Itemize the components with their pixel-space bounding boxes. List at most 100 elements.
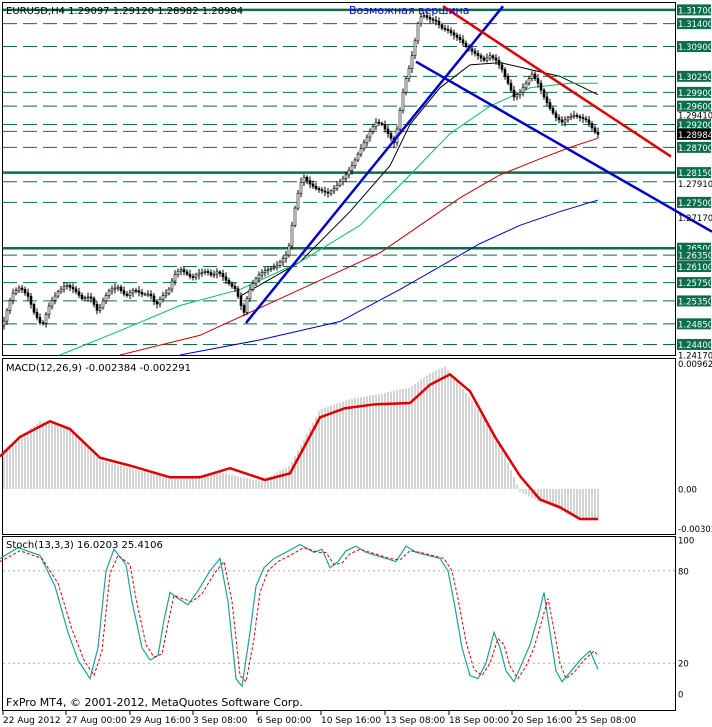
price-label-box	[677, 70, 711, 82]
candle-body	[512, 89, 516, 98]
price-axis: 1.31700 1.31400 1.30900 1.30250 1.29900 1.296…	[677, 4, 712, 701]
price-label-box	[677, 338, 711, 350]
main-chart-frame	[2, 2, 676, 356]
candle-body	[500, 64, 504, 70]
candle-body	[281, 258, 285, 263]
copyright-text: FxPro MT4, © 2001-2012, MetaQuotes Softw…	[6, 696, 303, 709]
stochastic-indicator[interactable]	[0, 543, 675, 688]
price-label-box	[677, 295, 711, 307]
moving-average-red	[119, 137, 599, 356]
stoch-tick-label: 20	[678, 660, 689, 670]
candle-body	[50, 300, 54, 307]
price-tick-label: 1.31700	[678, 6, 712, 16]
candle-body	[518, 92, 522, 95]
stoch-main-line	[0, 543, 599, 688]
time-tick-label: 3 Sep 08:00	[193, 716, 248, 726]
current-price-box	[677, 128, 711, 140]
candle-body	[155, 301, 159, 305]
candle-body	[425, 15, 429, 18]
stoch-signal-line	[0, 547, 599, 683]
candle-body	[419, 16, 423, 24]
candle-body	[365, 136, 369, 144]
price-tick-label: 1.28150	[678, 169, 712, 179]
price-tick-label: 1.29900	[678, 89, 712, 99]
price-label-box	[677, 261, 711, 273]
candle-body	[113, 287, 117, 290]
candle-body	[458, 37, 462, 40]
candle-body	[581, 117, 585, 120]
candle-body	[95, 304, 99, 311]
candle-body	[563, 119, 567, 123]
candle-body	[398, 110, 402, 130]
candle-body	[554, 112, 558, 118]
time-tick-label: 13 Sep 08:00	[385, 716, 445, 726]
candle-body	[530, 73, 534, 79]
price-tick-label: 1.24170	[678, 352, 712, 362]
candle-body	[176, 270, 180, 275]
candle-body	[101, 300, 105, 309]
candle-body	[29, 296, 33, 305]
candle-body	[422, 15, 426, 18]
candle-body	[566, 117, 570, 121]
candle-body	[533, 73, 537, 79]
candle-body	[332, 188, 336, 192]
candle-body	[308, 180, 312, 185]
candle-body	[452, 32, 456, 36]
candle-body	[479, 55, 483, 59]
candle-body	[488, 55, 492, 59]
macd-indicator[interactable]	[0, 366, 599, 521]
candle-body	[32, 304, 36, 313]
candle-body	[191, 276, 195, 278]
candle-body	[53, 295, 57, 301]
candle-body	[344, 174, 348, 179]
trendline-blue	[415, 60, 712, 233]
main-price-chart[interactable]	[2, 5, 712, 356]
candle-body	[320, 189, 324, 192]
candle-body	[506, 76, 510, 84]
price-label-box	[677, 141, 711, 153]
candle-body	[257, 274, 261, 280]
candle-body	[455, 34, 459, 38]
candle-body	[371, 126, 375, 132]
candle-body	[494, 57, 498, 61]
candle-body	[326, 191, 330, 194]
candle-body	[98, 307, 102, 311]
price-tick-label: 1.29200	[678, 121, 712, 131]
price-tick-label: 1.29600	[678, 103, 712, 113]
candle-body	[128, 292, 132, 296]
candle-body	[209, 272, 213, 276]
candle-body	[2, 320, 6, 326]
candle-body	[584, 118, 588, 121]
candle-body	[473, 50, 477, 54]
candle-body	[179, 269, 183, 272]
candle-body	[497, 59, 501, 66]
time-tick-label: 29 Aug 16:00	[130, 716, 191, 726]
candle-body	[536, 78, 540, 84]
candle-body	[206, 271, 210, 273]
candle-body	[245, 298, 249, 313]
macd-header: MACD(12,26,9) -0.002384 -0.002291	[6, 363, 191, 374]
stoch-tick-label: 80	[678, 567, 689, 577]
candle-body	[188, 273, 192, 277]
price-tick-label: 1.26350	[678, 252, 712, 262]
price-tick-label: 1.29410	[678, 111, 712, 121]
macd-panel-frame	[2, 358, 676, 535]
time-tick-label: 10 Sep 16:00	[321, 716, 381, 726]
price-tick-label: 1.27500	[678, 199, 712, 209]
candle-body	[71, 286, 75, 290]
candle-body	[125, 293, 129, 296]
time-tick-label: 27 Aug 00:00	[66, 716, 127, 726]
candle-body	[578, 116, 582, 118]
candle-body	[356, 153, 360, 161]
candle-body	[215, 271, 219, 275]
candle-body	[74, 288, 78, 293]
candle-body	[314, 186, 318, 189]
candle-body	[440, 24, 444, 29]
stoch-tick-label: 100	[678, 537, 694, 547]
candle-body	[158, 299, 162, 305]
price-tick-label: 1.30250	[678, 73, 712, 83]
candle-body	[410, 55, 414, 69]
candle-body	[173, 274, 177, 282]
